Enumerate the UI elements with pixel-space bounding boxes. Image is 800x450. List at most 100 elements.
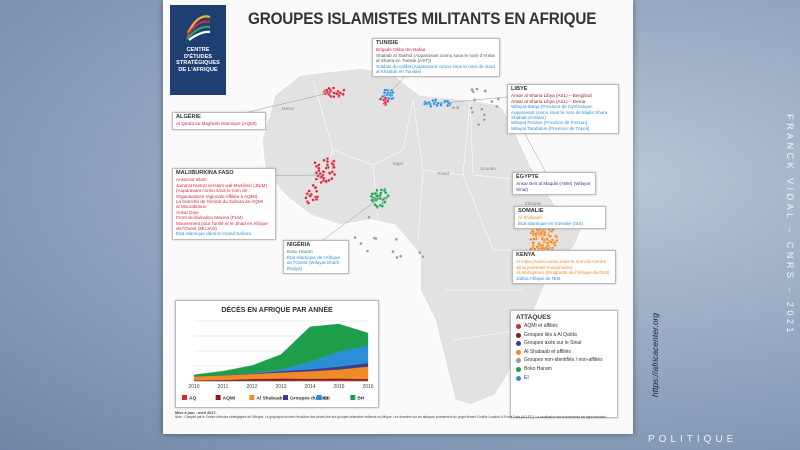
legend-label: Al Shabaab	[256, 396, 282, 402]
attack-dot	[305, 192, 309, 196]
legend-label: Groupes non-identifiés / non-affiliés	[524, 357, 603, 364]
attack-dot	[369, 194, 374, 198]
attack-dot	[380, 204, 384, 208]
legend-item: AQMI et affiliés	[516, 323, 612, 330]
attack-dot	[314, 177, 319, 181]
author: FRANCK VIDAL – CNRS – 2021	[785, 114, 795, 336]
footnote: Mise à jour : avril 2017. Note : Compilé…	[175, 411, 625, 420]
section: POLITIQUE	[648, 434, 738, 445]
attack-dot	[306, 201, 311, 205]
attack-dot	[475, 87, 479, 91]
attack-dot	[324, 166, 328, 170]
logo-line: D'ÉTUDES	[183, 53, 213, 60]
legend-item: Groupes axés sur le Sinaï	[516, 341, 612, 347]
attack-dot	[529, 237, 533, 242]
leader-line	[311, 197, 381, 249]
attack-legend: ATTAQUES AQMI et affiliés Groupes liés à …	[510, 310, 618, 418]
attack-dot	[337, 93, 341, 98]
attack-dot	[332, 165, 336, 170]
country-label: Tchad	[437, 171, 450, 176]
country-label: Niger	[393, 161, 404, 166]
attack-dot	[313, 161, 317, 165]
death-chart: DÉCÈS EN AFRIQUE PAR ANNÉE 2010 2011 2012 20…	[182, 305, 374, 402]
attack-dot	[384, 191, 388, 195]
attack-dot	[534, 232, 538, 236]
region-item: État islamique de l'Afrique de l'Ouest (…	[287, 254, 340, 271]
attack-dot	[317, 163, 321, 167]
logo-line: CENTRE	[186, 47, 210, 54]
attack-dot	[390, 97, 394, 101]
attack-dot	[424, 101, 428, 105]
legend-label: Groupes du Sinaï	[290, 396, 330, 402]
region-box: ALGÉRIE Al Qaïda au Maghreb Islamique (AQ…	[172, 112, 266, 130]
region-item: Front de libération Macina (FLM)	[176, 215, 243, 221]
attack-dot	[325, 159, 330, 164]
attack-dot	[386, 194, 390, 198]
legend-swatch	[182, 395, 187, 400]
legend-label: AQMI et affiliés	[524, 323, 558, 329]
attack-dot	[314, 189, 319, 193]
legend-dot	[516, 375, 521, 381]
attack-dot	[308, 194, 312, 198]
poster: Maroc Niger Tchad Soudan Éthiopie CENTRE D'ÉT…	[163, 0, 633, 434]
logo-line: DE L'AFRIQUE	[178, 66, 218, 73]
x-tick-label: 2013	[275, 384, 286, 390]
region-item: Ansar al Sharia Libya (ASL) – Derna	[511, 98, 586, 104]
region-box: KENYA Al Hijra (Aussi connu sous le nom d…	[512, 250, 616, 285]
region-item: La branche de l'émirat du Sahara de AQMI	[176, 199, 263, 205]
legend-label: Al Shabaab et affiliés	[524, 348, 571, 355]
attack-dot	[313, 186, 318, 190]
attack-dot	[383, 101, 387, 105]
attack-dot	[391, 249, 395, 254]
attack-dot	[427, 100, 431, 105]
attack-dot	[373, 191, 378, 196]
legend-label: Boko Haram	[524, 365, 552, 372]
legend-label: AQMI	[223, 396, 236, 402]
attack-dot	[374, 236, 378, 241]
region-name: MALI/BURKINA FASO	[176, 170, 234, 176]
attack-dot	[338, 91, 343, 95]
attack-dot	[494, 104, 499, 109]
attack-dot	[304, 196, 308, 200]
attack-dot	[470, 110, 475, 114]
legend-swatch	[215, 395, 221, 400]
logo-line: STRATÉGIQUES	[176, 60, 220, 67]
attack-dot	[394, 237, 399, 242]
x-tick-label: 2012	[246, 384, 257, 390]
attack-dot	[470, 87, 474, 92]
attack-dot	[539, 230, 543, 235]
attack-dot	[476, 123, 481, 127]
attack-dot	[317, 166, 321, 170]
attack-dot	[331, 163, 335, 167]
attack-dot	[388, 93, 392, 98]
attack-dot	[383, 88, 387, 92]
attack-dot	[365, 249, 370, 253]
attack-dot	[483, 89, 487, 93]
legend-title: ATTAQUES	[516, 314, 551, 321]
attack-dot	[399, 254, 403, 258]
attack-dot	[307, 189, 311, 193]
attack-dot	[553, 243, 557, 247]
region-name: SOMALIE	[518, 208, 544, 214]
legend-dot	[516, 332, 521, 338]
attack-dot	[330, 177, 334, 181]
region-box: NIGÉRIA Boko Haram État islamique de l'Afr…	[283, 240, 349, 275]
attack-dot	[327, 178, 331, 183]
attack-dot	[367, 215, 371, 219]
x-tick-label: 2011	[218, 384, 229, 390]
attack-dot	[324, 179, 328, 183]
x-tick-label: 2014	[304, 384, 315, 390]
attack-dot	[380, 94, 385, 99]
attack-dot	[395, 255, 399, 260]
attack-dot	[383, 96, 388, 100]
logo: CENTRE D'ÉTUDES STRATÉGIQUES DE L'AFRIQUE	[170, 5, 226, 95]
logo-mark	[186, 15, 211, 41]
region-item: Jabha Afrique de l'Est	[516, 275, 561, 281]
attack-dot	[535, 245, 539, 249]
attack-dot	[314, 164, 319, 168]
legend-item: EI	[516, 375, 612, 382]
legend-swatch	[350, 395, 356, 400]
attack-dot	[537, 241, 541, 246]
attack-dot	[379, 188, 384, 192]
